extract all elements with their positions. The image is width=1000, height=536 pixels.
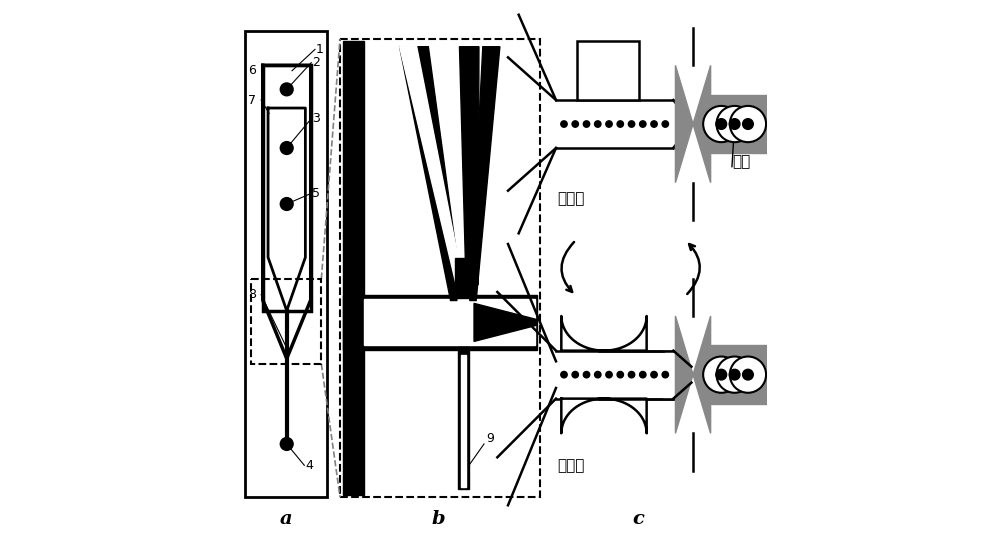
Polygon shape (561, 399, 647, 433)
Text: 4: 4 (305, 459, 313, 472)
Bar (251, 279, 321, 364)
Text: 9: 9 (487, 432, 495, 445)
Circle shape (606, 121, 612, 127)
Circle shape (280, 437, 293, 450)
Circle shape (280, 142, 293, 154)
Circle shape (606, 371, 612, 378)
Polygon shape (459, 47, 479, 285)
Circle shape (628, 121, 635, 127)
Polygon shape (693, 316, 711, 433)
Text: c: c (633, 510, 645, 527)
Circle shape (280, 198, 293, 211)
Polygon shape (455, 258, 471, 298)
Text: a: a (279, 510, 292, 527)
Circle shape (703, 106, 739, 142)
Circle shape (595, 371, 601, 378)
Circle shape (729, 118, 740, 129)
Circle shape (640, 371, 646, 378)
Circle shape (716, 106, 753, 142)
Circle shape (743, 118, 753, 129)
Polygon shape (668, 100, 693, 148)
Circle shape (640, 121, 646, 127)
Circle shape (651, 371, 657, 378)
Circle shape (617, 371, 623, 378)
Polygon shape (409, 47, 461, 285)
Circle shape (703, 356, 739, 393)
Bar (577, 41, 639, 100)
Circle shape (716, 356, 753, 393)
Circle shape (716, 369, 727, 380)
Polygon shape (711, 95, 767, 153)
Circle shape (561, 121, 567, 127)
Polygon shape (711, 345, 767, 404)
Polygon shape (663, 375, 693, 399)
Circle shape (662, 121, 668, 127)
Polygon shape (474, 303, 537, 341)
Circle shape (662, 371, 668, 378)
Text: 6: 6 (248, 64, 256, 77)
Text: 泵阀关: 泵阀关 (558, 191, 585, 206)
Polygon shape (556, 100, 673, 148)
Circle shape (583, 371, 590, 378)
Text: 泵阀开: 泵阀开 (558, 458, 585, 473)
Circle shape (595, 121, 601, 127)
Circle shape (729, 369, 740, 380)
Polygon shape (400, 47, 465, 293)
Polygon shape (343, 41, 364, 495)
Polygon shape (693, 65, 711, 183)
Circle shape (572, 121, 578, 127)
Text: 3: 3 (312, 112, 320, 125)
Polygon shape (343, 295, 537, 349)
Circle shape (743, 369, 753, 380)
Text: 1: 1 (316, 43, 324, 56)
Polygon shape (400, 47, 457, 301)
Polygon shape (458, 347, 469, 489)
Text: 5: 5 (312, 187, 320, 200)
Polygon shape (470, 47, 500, 301)
Bar (263, 65, 311, 311)
Text: 7: 7 (248, 94, 256, 107)
Text: 2: 2 (312, 56, 320, 69)
Circle shape (617, 121, 623, 127)
Polygon shape (675, 316, 693, 433)
Text: 8: 8 (248, 288, 256, 301)
Polygon shape (663, 351, 694, 399)
Circle shape (730, 106, 766, 142)
Bar (245, 31, 327, 497)
Polygon shape (663, 351, 693, 375)
Text: 细胞: 细胞 (732, 154, 750, 169)
Circle shape (651, 121, 657, 127)
Polygon shape (556, 351, 673, 399)
Circle shape (280, 83, 293, 96)
Bar (340, 39, 540, 497)
Polygon shape (577, 41, 639, 100)
Polygon shape (561, 316, 647, 351)
Circle shape (561, 371, 567, 378)
Circle shape (716, 118, 727, 129)
Circle shape (628, 371, 635, 378)
Circle shape (572, 371, 578, 378)
Polygon shape (461, 355, 466, 487)
Circle shape (583, 121, 590, 127)
Circle shape (730, 356, 766, 393)
Text: b: b (432, 510, 445, 527)
Polygon shape (675, 65, 693, 183)
Polygon shape (364, 300, 535, 345)
